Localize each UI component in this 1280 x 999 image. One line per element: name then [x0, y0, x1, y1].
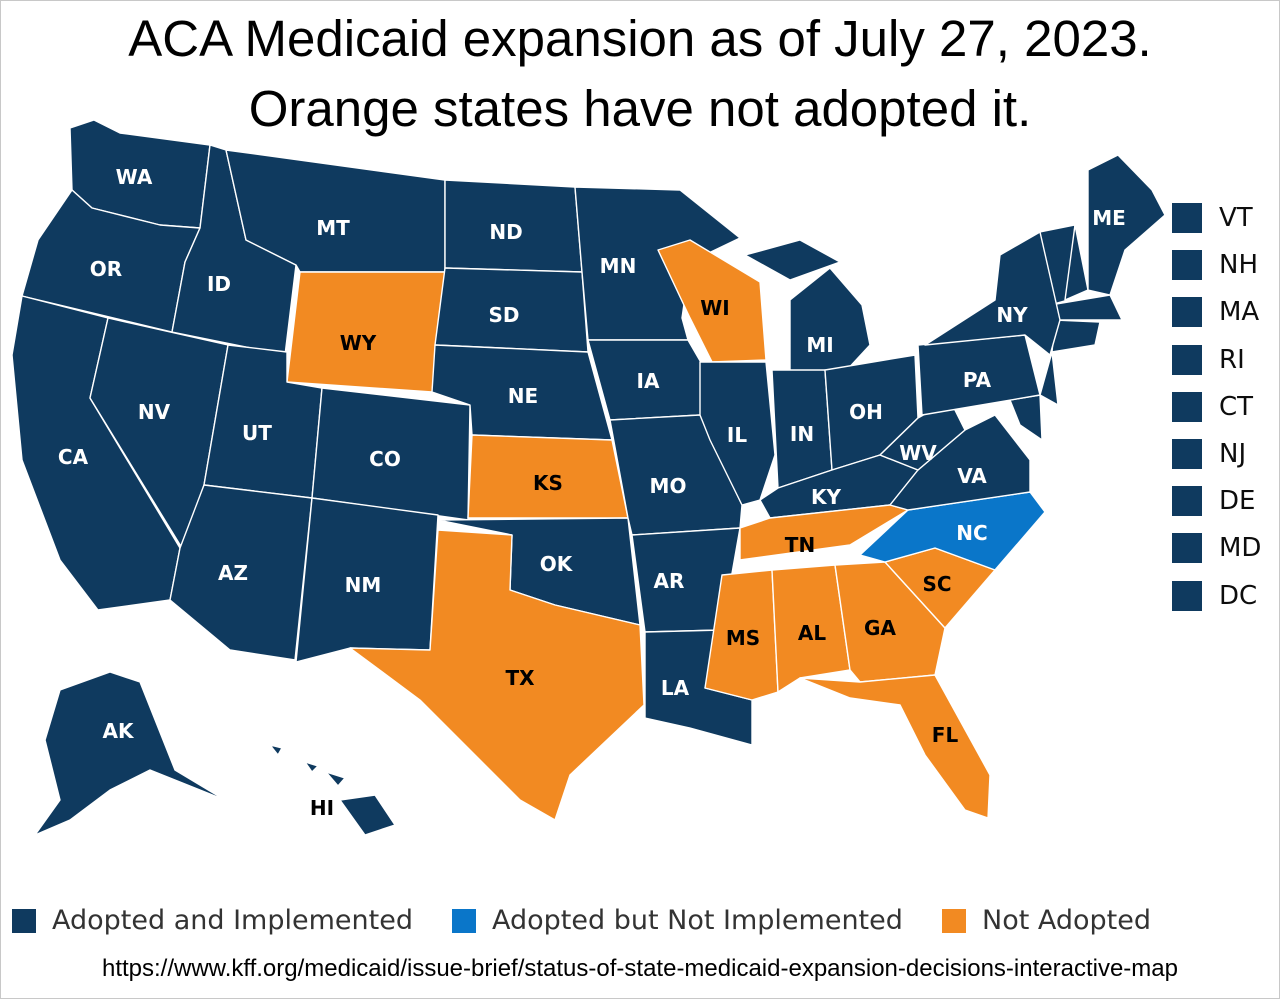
northeast-state-shape: [1009, 394, 1043, 441]
small-state-label: NJ: [1219, 439, 1247, 469]
legend-label: Adopted but Not Implemented: [492, 905, 903, 936]
northeast-state-shape: [1064, 224, 1089, 301]
state-label-sd: SD: [488, 303, 519, 327]
state-label-ok: OK: [540, 552, 574, 576]
legend-swatch: [452, 909, 476, 933]
state-label-tn: TN: [785, 533, 815, 557]
small-state-nj: NJ: [1172, 436, 1280, 469]
legend-label: Adopted and Implemented: [52, 905, 413, 936]
small-state-swatch: [1172, 486, 1202, 517]
state-me: [1087, 154, 1166, 296]
small-state-de: DE: [1172, 483, 1280, 517]
small-state-swatch: [1172, 203, 1202, 233]
state-label-hi: HI: [310, 796, 334, 820]
small-state-nh: NH: [1172, 247, 1280, 281]
northeast-state-shape: [1039, 351, 1059, 406]
legend-label: Not Adopted: [982, 905, 1152, 936]
small-state-ma: MA: [1172, 294, 1280, 328]
small-state-swatch: [1172, 533, 1202, 564]
map-title-line-1: ACA Medicaid expansion as of July 27, 20…: [128, 10, 1152, 67]
state-label-oh: OH: [849, 400, 883, 424]
state-label-ne: NE: [508, 384, 538, 408]
state-label-ak: AK: [103, 719, 135, 743]
state-wv: [879, 399, 966, 471]
state-label-or: OR: [90, 257, 122, 281]
state-ny: [924, 231, 1061, 356]
small-state-ct: CT: [1172, 389, 1280, 422]
state-label-nc: NC: [956, 521, 987, 545]
state-label-ca: CA: [58, 445, 89, 469]
small-state-label: MD: [1219, 533, 1262, 564]
source-url: https://www.kff.org/medicaid/issue-brief…: [101, 955, 1178, 982]
legend-swatch: [942, 909, 966, 933]
state-mn: [574, 186, 741, 341]
small-state-label: RI: [1219, 344, 1245, 375]
state-label-wi: WI: [700, 296, 730, 320]
state-label-nd: ND: [489, 220, 522, 244]
state-ak: [34, 671, 226, 836]
state-label-ar: AR: [654, 569, 685, 593]
state-label-in: IN: [790, 422, 814, 446]
state-label-il: IL: [727, 423, 747, 447]
small-state-label: NH: [1219, 250, 1258, 281]
state-ms: [704, 569, 779, 701]
state-label-mi: MI: [806, 333, 833, 357]
state-label-wa: WA: [116, 165, 153, 189]
state-label-ga: GA: [864, 616, 896, 640]
state-label-fl: FL: [932, 723, 959, 747]
state-label-wy: WY: [340, 331, 377, 355]
small-state-label: DC: [1219, 580, 1258, 611]
state-tx: [349, 529, 645, 821]
small-state-label: CT: [1219, 391, 1254, 422]
small-state-ri: RI: [1172, 342, 1280, 375]
small-state-label: VT: [1219, 203, 1253, 233]
state-label-pa: PA: [963, 368, 992, 392]
state-label-wv: WV: [899, 441, 937, 465]
state-label-tx: TX: [505, 666, 535, 690]
state-label-ia: IA: [637, 369, 660, 393]
state-label-nm: NM: [345, 573, 382, 597]
map-title-line-2: Orange states have not adopted it.: [248, 80, 1032, 137]
state-label-va: VA: [957, 464, 987, 488]
small-state-swatch: [1172, 344, 1202, 375]
state-hi: [269, 744, 396, 836]
state-label-ms: MS: [726, 626, 760, 650]
state-label-sc: SC: [922, 572, 951, 596]
state-label-mn: MN: [600, 254, 637, 278]
small-state-swatch: [1172, 391, 1202, 422]
small-state-label: MA: [1219, 297, 1260, 328]
small-state-swatch: [1172, 297, 1202, 328]
small-state-md: MD: [1172, 530, 1280, 564]
state-fl: [799, 674, 991, 819]
state-label-me: ME: [1092, 206, 1126, 230]
state-il: [699, 361, 776, 506]
state-wi: [657, 239, 767, 363]
state-label-mt: MT: [316, 216, 350, 240]
state-label-la: LA: [661, 676, 690, 700]
small-state-label: DE: [1219, 486, 1256, 517]
state-label-ut: UT: [242, 421, 272, 445]
small-state-dc: DC: [1172, 578, 1280, 611]
state-al: [771, 564, 851, 693]
state-label-al: AL: [798, 621, 826, 645]
state-label-az: AZ: [218, 561, 248, 585]
state-label-id: ID: [207, 272, 231, 296]
state-label-nv: NV: [138, 400, 171, 424]
state-label-ks: KS: [533, 471, 563, 495]
state-label-co: CO: [369, 447, 401, 471]
small-state-swatch: [1172, 439, 1202, 469]
state-label-ny: NY: [996, 303, 1028, 327]
state-label-mo: MO: [650, 474, 687, 498]
legend-swatch: [12, 909, 36, 933]
small-state-vt: VT: [1172, 200, 1280, 233]
small-state-swatch: [1172, 250, 1202, 281]
small-state-swatch: [1172, 580, 1202, 611]
state-label-ky: KY: [811, 485, 841, 509]
